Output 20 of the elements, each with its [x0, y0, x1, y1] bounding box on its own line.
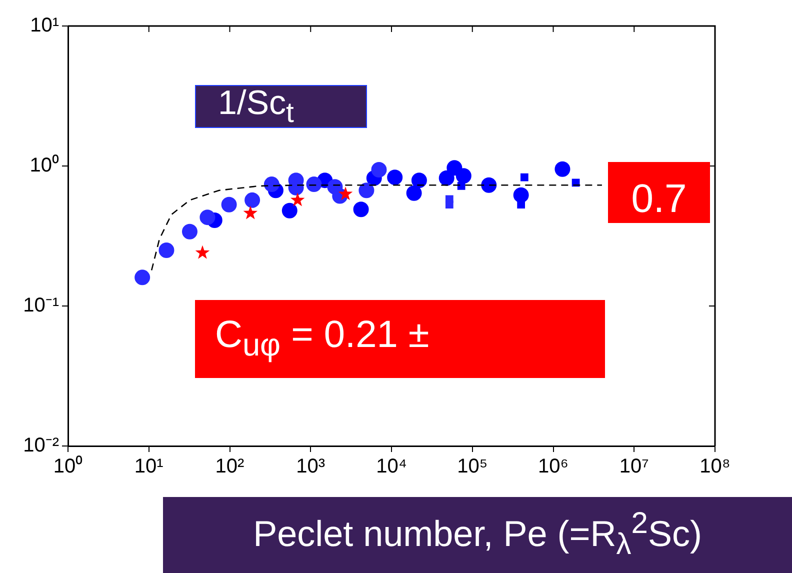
label-box: 1/Sc$_{t}$ [195, 85, 367, 128]
x-tick-label: 10⁰ [53, 454, 83, 478]
x-tick-label: 10⁵ [457, 456, 488, 478]
x-tick-label: 10² [215, 456, 245, 478]
x-tick-label: 10⁶ [538, 456, 568, 478]
annotation: C$_{uφ}$ = 0.21 ± [215, 314, 430, 364]
annotation: 0.7 [631, 177, 687, 222]
y-tick-label: 10⁻¹ [23, 294, 60, 317]
x-tick-label: 10¹ [134, 456, 164, 478]
x-tick-label: 10⁷ [619, 456, 649, 478]
label-box: C$_{uφ}$ = 0.21 ± [195, 300, 605, 378]
x-tick-label: 10⁴ [376, 456, 407, 478]
x-tick-label: 10³ [296, 456, 326, 478]
x-axis-title: Peclet number, Pe (=R$_{λ}$$^{2}$Sc) [253, 507, 702, 563]
y-tick-label: 10⁰ [30, 154, 59, 177]
label-box: 0.7 [608, 162, 710, 223]
x-tick-label: 10⁸ [700, 456, 730, 478]
y-tick-label: 10⁻² [23, 434, 60, 457]
y-tick-label: 10¹ [30, 14, 60, 37]
annotation: 1/Sc$_{t}$ [218, 84, 294, 130]
